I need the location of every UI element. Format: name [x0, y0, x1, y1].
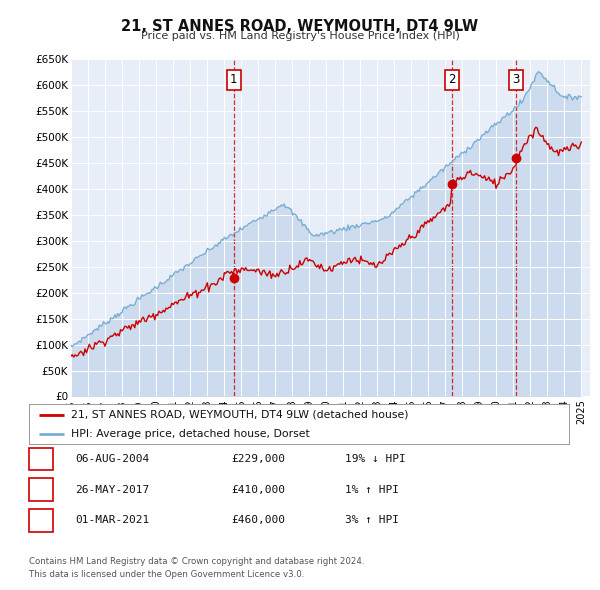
Text: 3: 3 — [37, 514, 44, 527]
Text: This data is licensed under the Open Government Licence v3.0.: This data is licensed under the Open Gov… — [29, 571, 304, 579]
Text: 06-AUG-2004: 06-AUG-2004 — [75, 454, 149, 464]
Text: £460,000: £460,000 — [231, 516, 285, 525]
Text: Contains HM Land Registry data © Crown copyright and database right 2024.: Contains HM Land Registry data © Crown c… — [29, 558, 364, 566]
Text: 01-MAR-2021: 01-MAR-2021 — [75, 516, 149, 525]
Text: 21, ST ANNES ROAD, WEYMOUTH, DT4 9LW (detached house): 21, ST ANNES ROAD, WEYMOUTH, DT4 9LW (de… — [71, 410, 409, 420]
Text: 1: 1 — [230, 73, 238, 86]
Text: 3% ↑ HPI: 3% ↑ HPI — [345, 516, 399, 525]
Text: 3: 3 — [512, 73, 520, 86]
Text: 2: 2 — [37, 483, 44, 496]
Text: HPI: Average price, detached house, Dorset: HPI: Average price, detached house, Dors… — [71, 429, 310, 438]
Text: 1% ↑ HPI: 1% ↑ HPI — [345, 485, 399, 494]
Text: £410,000: £410,000 — [231, 485, 285, 494]
Text: 26-MAY-2017: 26-MAY-2017 — [75, 485, 149, 494]
Text: 19% ↓ HPI: 19% ↓ HPI — [345, 454, 406, 464]
Text: 1: 1 — [37, 453, 44, 466]
Text: £229,000: £229,000 — [231, 454, 285, 464]
Text: 2: 2 — [448, 73, 455, 86]
Text: Price paid vs. HM Land Registry's House Price Index (HPI): Price paid vs. HM Land Registry's House … — [140, 31, 460, 41]
Text: 21, ST ANNES ROAD, WEYMOUTH, DT4 9LW: 21, ST ANNES ROAD, WEYMOUTH, DT4 9LW — [121, 19, 479, 34]
